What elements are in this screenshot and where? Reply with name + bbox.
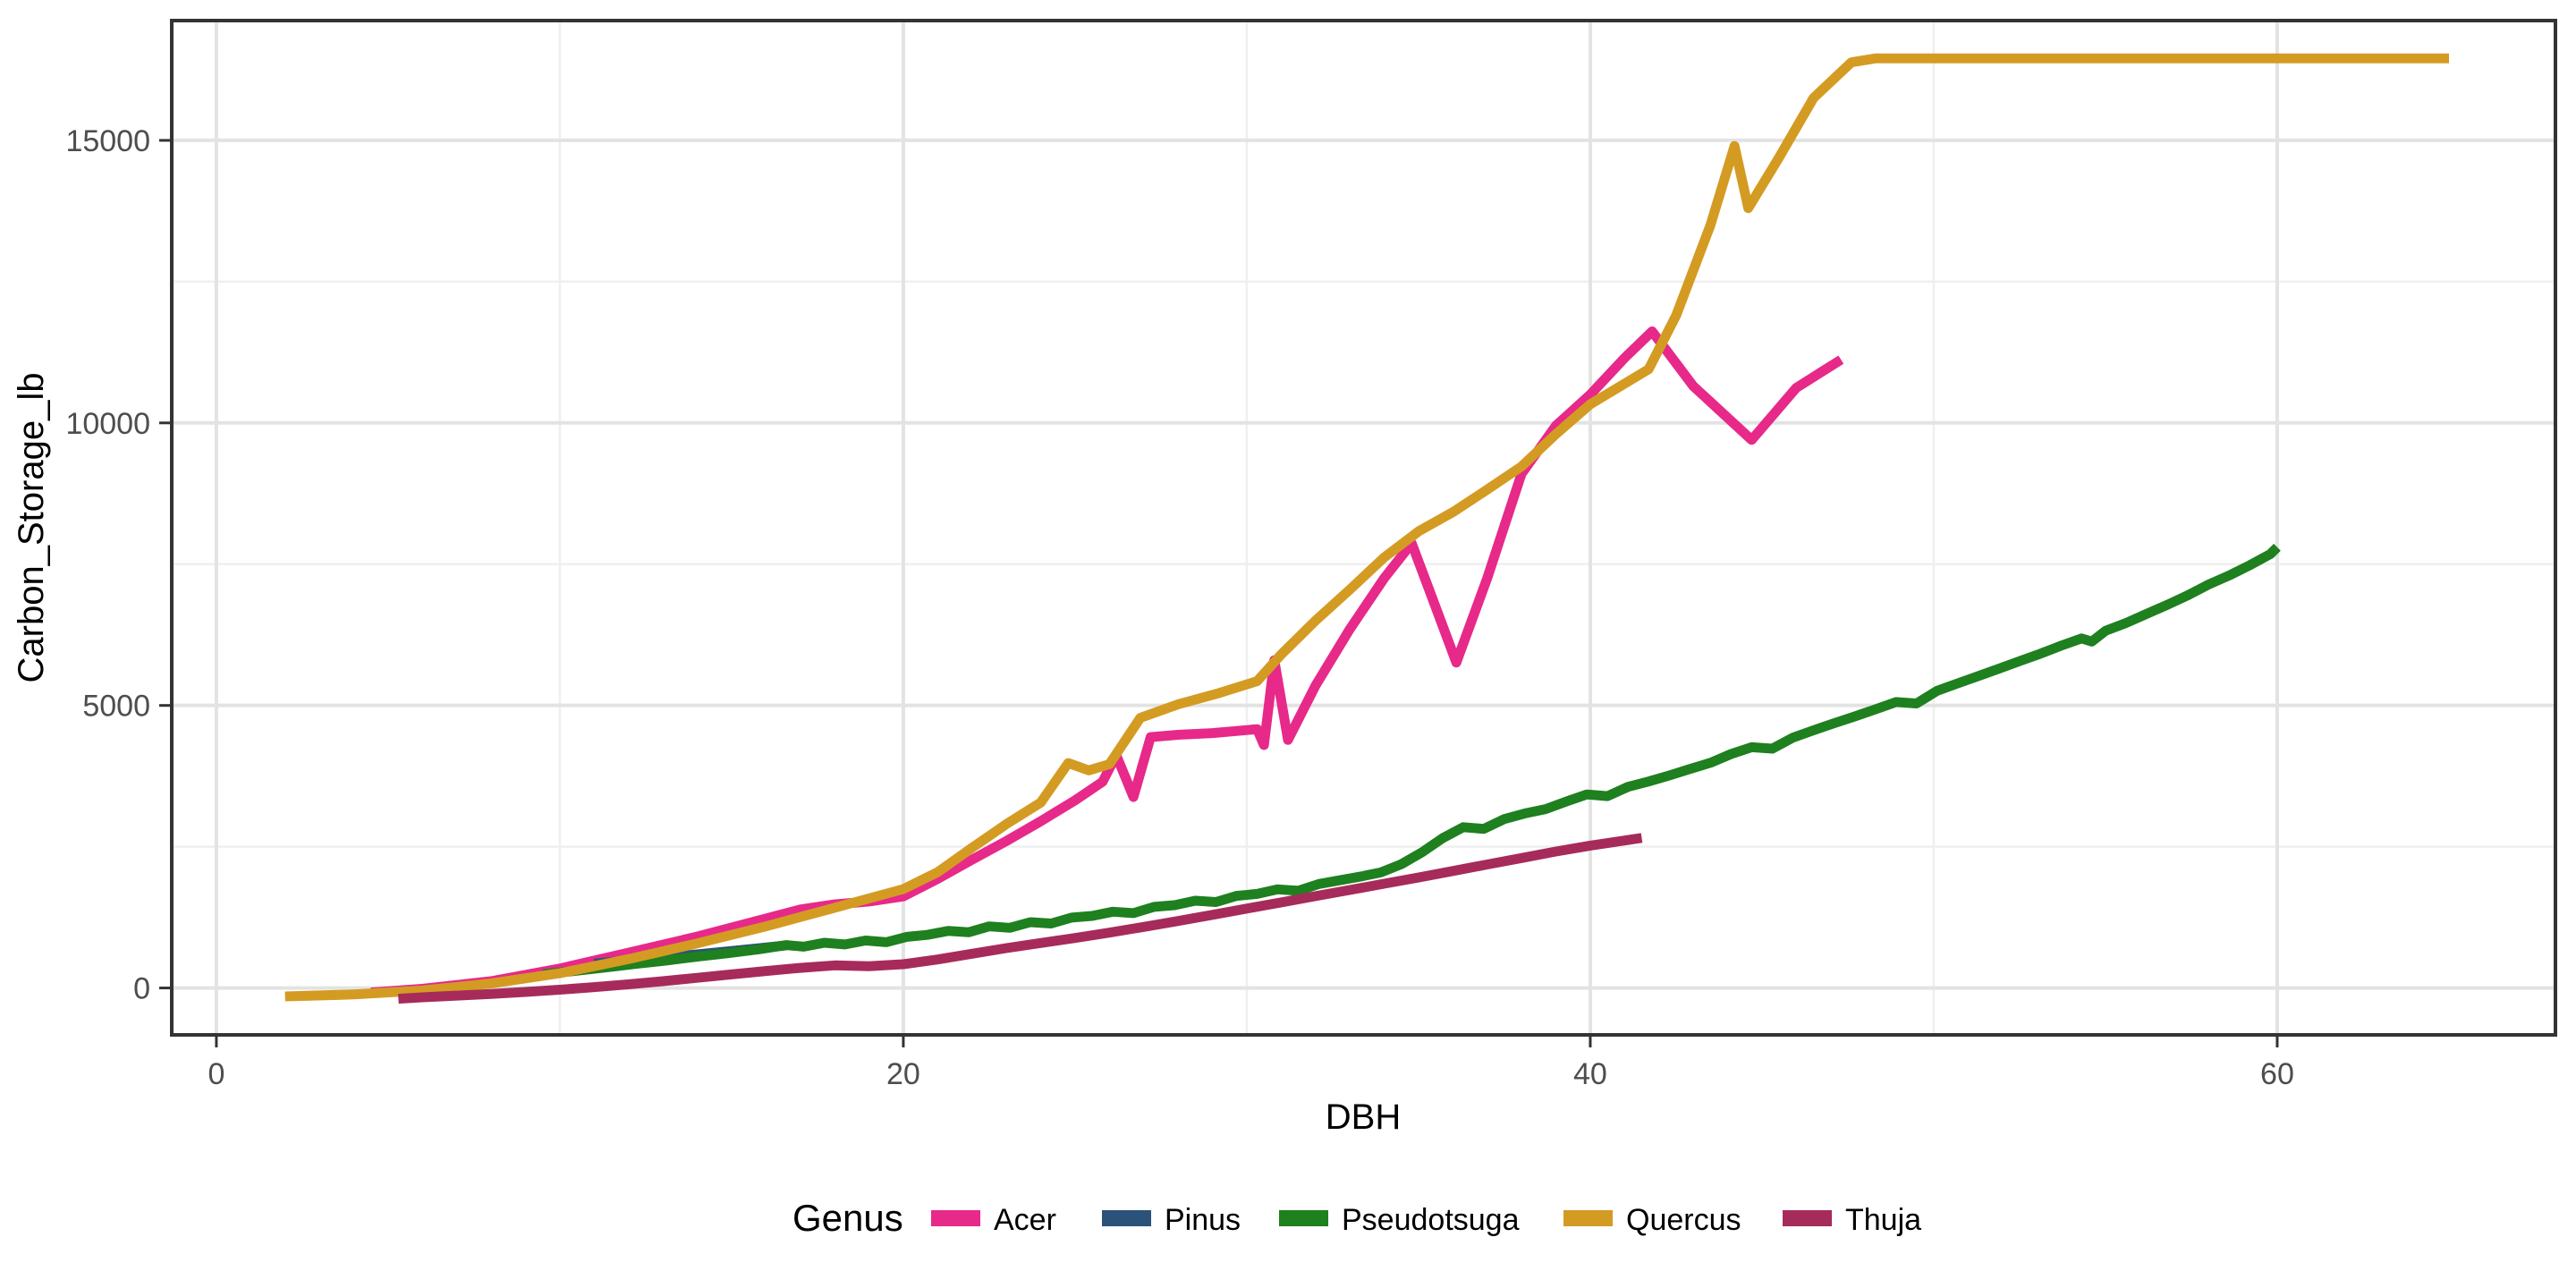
gridlines <box>172 21 2555 1035</box>
series-lines <box>284 53 2449 1004</box>
legend-label-acer: Acer <box>994 1203 1056 1237</box>
panel-border <box>170 19 2557 1037</box>
legend-key-pinus <box>1102 1210 1151 1226</box>
axis-ticks <box>159 139 2279 1047</box>
y-tick-label: 0 <box>133 972 150 1006</box>
series-line-thuja <box>398 833 1643 1004</box>
axis-tick-labels: 0 20 40 60 0 5000 10000 15000 <box>65 124 2293 1091</box>
series-line-pseudotsuga <box>542 543 2281 979</box>
y-tick-label: 5000 <box>82 690 150 724</box>
legend-title: Genus <box>792 1197 903 1239</box>
x-tick-label: 60 <box>2260 1057 2294 1091</box>
legend-label-quercus: Quercus <box>1626 1203 1741 1237</box>
legend-key-pseudotsuga <box>1279 1210 1328 1226</box>
x-axis-title: DBH <box>1326 1097 1401 1137</box>
x-tick-label: 20 <box>886 1057 920 1091</box>
legend-label-pinus: Pinus <box>1165 1203 1241 1237</box>
series-line-acer <box>370 326 1844 998</box>
legend-key-quercus <box>1563 1210 1613 1226</box>
legend-key-thuja <box>1783 1210 1832 1226</box>
y-tick-label: 15000 <box>65 124 150 158</box>
x-tick-label: 0 <box>208 1057 225 1091</box>
x-tick-label: 40 <box>1573 1057 1607 1091</box>
panel-background <box>172 21 2555 1035</box>
y-tick-label: 10000 <box>65 407 150 441</box>
legend: Genus Acer Pinus Pseudotsuga Quercus Thuja <box>792 1197 1921 1239</box>
series-line-quercus <box>284 53 2449 1002</box>
y-axis-title: Carbon_Storage_lb <box>12 373 51 683</box>
legend-key-acer <box>931 1210 980 1226</box>
legend-label-pseudotsuga: Pseudotsuga <box>1342 1203 1520 1237</box>
legend-label-thuja: Thuja <box>1845 1203 1921 1237</box>
